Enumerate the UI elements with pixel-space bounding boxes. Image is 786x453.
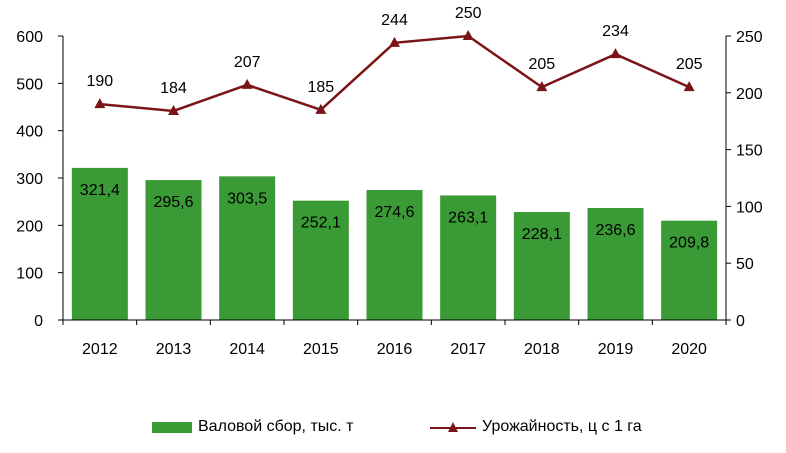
line-value-label: 207 [234,54,261,71]
y-left-tick-label: 200 [16,218,43,235]
x-tick-label: 2014 [229,341,265,358]
line-series [99,34,690,113]
line-marker [315,103,327,114]
bar-value-label: 303,5 [227,190,267,207]
bar-value-label: 263,1 [448,209,488,226]
x-tick-label: 2016 [377,341,413,358]
y-left-tick-label: 300 [16,171,43,188]
y-left-tick-label: 400 [16,124,43,141]
line-marker [683,81,695,92]
y-left-tick-label: 500 [16,76,43,93]
bar-value-label: 236,6 [595,222,635,239]
y-left-tick-label: 0 [34,313,43,330]
x-tick-label: 2015 [303,341,339,358]
line-marker [389,36,400,47]
line-value-label: 205 [676,56,703,73]
line-value-label: 234 [602,23,629,40]
legend-item-bars: Валовой сбор, тыс. т [152,418,353,436]
x-tick-label: 2018 [524,341,560,358]
line-value-label: 190 [86,73,113,90]
x-tick-label: 2019 [598,341,634,358]
bar-value-label: 274,6 [374,204,414,221]
line-marker [610,48,621,59]
bar [587,208,644,320]
x-tick-label: 2012 [82,341,118,358]
y-left-tick-label: 100 [16,266,43,283]
line-value-label: 250 [455,5,482,22]
line-marker [168,104,179,115]
line-value-label: 244 [381,12,408,29]
bar [440,195,497,320]
bar [71,167,128,320]
line-marker [462,30,474,40]
line-marker [94,98,106,109]
line-value-label: 185 [307,79,334,96]
bar-value-label: 321,4 [80,182,120,199]
line-value-label: 205 [528,56,555,73]
line-marker [536,81,548,92]
bar [292,200,349,320]
bar-value-label: 228,1 [522,226,562,243]
bar-value-label: 209,8 [669,235,709,252]
y-right-tick-label: 100 [736,199,763,216]
bar [219,176,276,320]
y-right-tick-label: 50 [736,256,754,273]
legend-swatch-line [430,421,476,433]
bar [513,212,570,320]
y-right-tick-label: 0 [736,313,745,330]
bar-value-label: 252,1 [301,215,341,232]
legend-swatch-bars [152,421,192,433]
y-right-tick-label: 250 [736,29,763,46]
legend-label-line: Урожайность, ц с 1 га [482,418,642,435]
x-tick-label: 2013 [156,341,192,358]
line-value-label: 184 [160,80,187,97]
bar [661,220,718,320]
bar [366,190,423,320]
x-tick-label: 2020 [671,341,707,358]
y-left-tick-label: 600 [16,29,43,46]
legend-item-line: Урожайность, ц с 1 га [430,418,642,436]
line-marker [241,78,253,89]
x-tick-label: 2017 [450,341,486,358]
y-right-tick-label: 150 [736,143,763,160]
y-right-tick-label: 200 [736,86,763,103]
legend: Валовой сбор, тыс. т Урожайность, ц с 1 … [0,418,786,442]
bar [145,180,202,320]
legend-label-bars: Валовой сбор, тыс. т [198,418,354,435]
bar-value-label: 295,6 [153,194,193,211]
